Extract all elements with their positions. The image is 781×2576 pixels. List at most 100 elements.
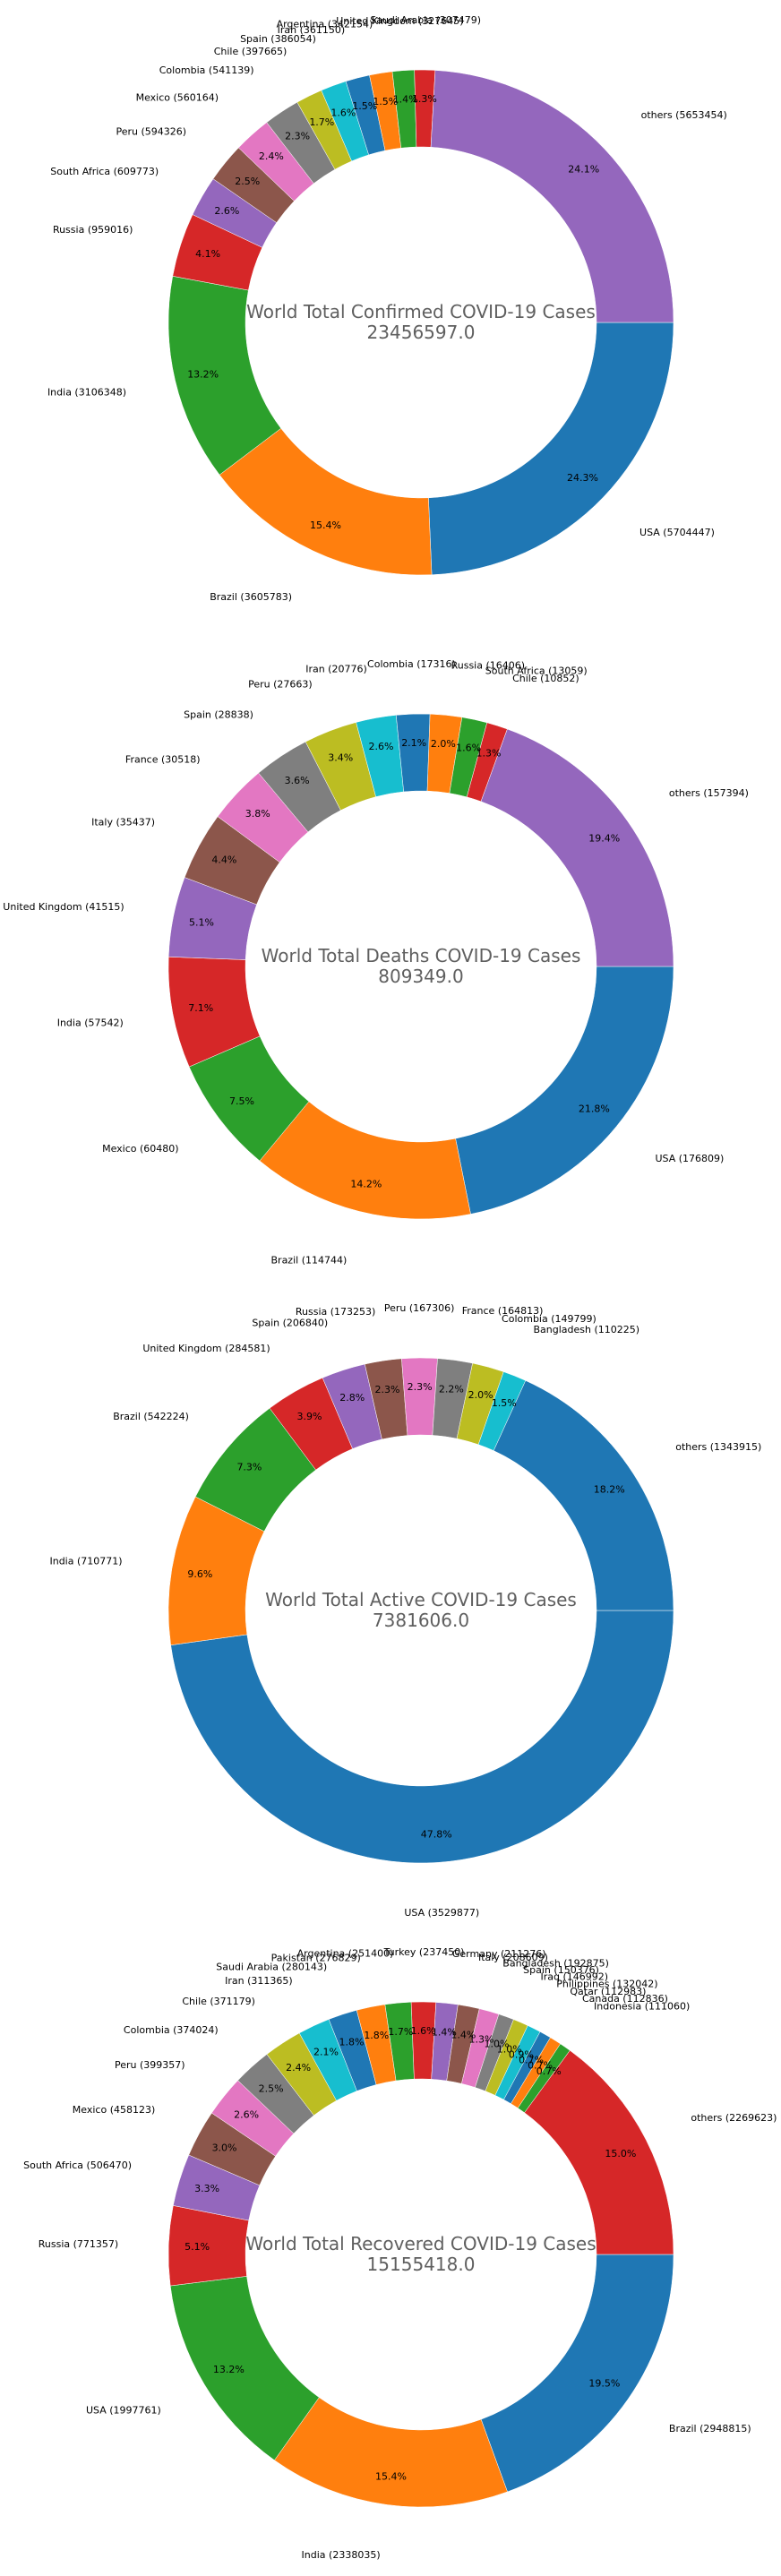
slice-brazil [480, 2254, 674, 2493]
category-label-russia: Russia (173253) [296, 1306, 375, 1318]
category-label-bangladesh: Bangladesh (192875) [502, 1958, 609, 1970]
category-label-italy: Italy (35437) [91, 817, 155, 829]
slice-others [430, 70, 674, 323]
active-title: World Total Active COVID-19 Cases [265, 1589, 577, 1610]
category-label-peru: Peru (594326) [116, 125, 186, 137]
pct-label-colombia: 2.3% [285, 131, 310, 142]
pct-label-brazil: 19.5% [588, 2377, 620, 2389]
category-label-france: France (30518) [125, 754, 201, 766]
category-label-colombia: Colombia (149799) [502, 1313, 596, 1325]
category-label-usa: USA (3529877) [404, 1907, 479, 1919]
pct-label-mexico: 7.5% [229, 1095, 254, 1107]
category-label-brazil: Brazil (114744) [271, 1255, 348, 1267]
category-label-colombia: Colombia (17316) [367, 658, 456, 670]
category-label-qatar: Qatar (112983) [570, 1986, 646, 1997]
category-label-south-africa: South Africa (13059) [485, 665, 588, 677]
deaths-title: World Total Deaths COVID-19 Cases [262, 945, 581, 966]
pct-label-india: 9.6% [187, 1568, 212, 1580]
pct-label-russia: 2.0% [431, 738, 456, 750]
category-label-india: India (57542) [57, 1017, 124, 1028]
category-label-brazil: Brazil (2948815) [669, 2423, 751, 2434]
pct-label-colombia: 2.0% [468, 1389, 493, 1401]
pct-label-mexico: 2.4% [259, 150, 284, 162]
pct-label-others: 24.1% [568, 163, 599, 175]
pct-label-united-kingdom: 5.1% [189, 917, 214, 929]
pct-label-peru: 2.6% [234, 2108, 259, 2120]
pct-label-brazil: 14.2% [350, 1178, 382, 1189]
category-label-peru: Peru (27663) [248, 679, 313, 691]
pct-label-others: 19.4% [588, 833, 620, 845]
category-label-philippines: Philippines (132042) [556, 1979, 657, 1990]
category-label-south-africa: South Africa (506470) [23, 2160, 132, 2171]
category-label-iran: Iran (311365) [225, 1975, 293, 1987]
pct-label-colombia: 2.5% [259, 2082, 284, 2094]
category-label-spain: Spain (206840) [252, 1317, 328, 1328]
pct-label-turkey: 1.6% [411, 2025, 436, 2037]
slice-india [274, 2397, 508, 2508]
pct-label-indonesia: 0.7% [536, 2065, 562, 2077]
category-label-india: India (710771) [49, 1556, 122, 1567]
chart-confirmed: World Total Confirmed COVID-19 Cases 234… [47, 14, 727, 603]
category-label-south-africa: South Africa (609773) [50, 166, 159, 177]
pct-label-bangladesh: 1.3% [469, 2033, 494, 2045]
category-label-indonesia: Indonesia (111060) [594, 2001, 690, 2013]
pct-label-usa: 21.8% [579, 1103, 610, 1114]
category-label-argentina: Argentina (251400) [297, 1947, 394, 1959]
category-label-chile: Chile (10852) [512, 673, 579, 684]
pct-label-bangladesh: 1.5% [492, 1397, 517, 1409]
category-label-spain: Spain (150376) [523, 1964, 599, 1976]
pct-label-argentina: 1.7% [388, 2026, 413, 2038]
pct-label-france: 2.2% [439, 1383, 464, 1395]
pct-label-india: 13.2% [187, 368, 219, 380]
pct-label-canada: 0.7% [528, 2059, 553, 2071]
category-label-spain: Spain (386054) [240, 33, 316, 45]
pct-label-france: 3.8% [245, 808, 270, 820]
category-label-russia: Russia (771357) [39, 2238, 118, 2250]
pct-label-argentina: 1.5% [373, 96, 398, 107]
category-label-iran: Iran (20776) [305, 663, 367, 674]
category-label-pakistan: Pakistan (276829) [271, 1953, 361, 1964]
pct-label-russia: 5.1% [185, 2241, 210, 2253]
slice-usa [170, 1610, 674, 1864]
slice-others [493, 1380, 674, 1611]
pct-label-south-africa: 2.6% [214, 205, 239, 217]
pct-label-pakistan: 1.8% [364, 2030, 389, 2041]
pct-label-iran: 2.6% [368, 741, 393, 752]
pct-label-germany: 1.4% [432, 2026, 457, 2038]
pct-label-iraq: 1.0% [497, 2043, 522, 2055]
category-label-others: others (1343915) [675, 1441, 761, 1453]
category-label-brazil: Brazil (3605783) [210, 591, 292, 603]
category-label-india: India (2338035) [302, 2549, 381, 2561]
category-label-others: others (2269623) [691, 2112, 777, 2124]
slice-others [524, 2049, 674, 2255]
pct-label-saudi-arabia: 1.3% [412, 93, 437, 105]
category-label-canada: Canada (112836) [582, 1993, 668, 2005]
pct-label-spain: 1.6% [330, 107, 356, 118]
pct-label-chile: 1.3% [476, 748, 502, 760]
pct-label-brazil: 15.4% [310, 519, 341, 531]
confirmed-title: World Total Confirmed COVID-19 Cases [246, 301, 596, 322]
category-label-russia: Russia (16406) [451, 660, 525, 672]
pct-label-spain: 2.8% [339, 1392, 365, 1404]
category-label-chile: Chile (397665) [214, 46, 288, 57]
category-label-iraq: Iraq (146992) [541, 1971, 609, 1982]
recovered-title: World Total Recovered COVID-19 Cases [245, 2233, 596, 2254]
category-label-usa: USA (1997761) [86, 2404, 161, 2416]
pct-label-saudi-arabia: 1.8% [339, 2036, 364, 2048]
category-label-peru: Peru (399357) [115, 2059, 185, 2071]
category-label-chile: Chile (371179) [182, 1996, 255, 2007]
slice-usa [455, 966, 674, 1215]
pct-label-usa: 24.3% [567, 472, 598, 484]
chart-deaths: World Total Deaths COVID-19 Cases 809349… [3, 658, 749, 1267]
pct-label-chile: 1.7% [309, 116, 334, 128]
pct-label-usa: 13.2% [213, 2364, 245, 2375]
pct-label-south-africa: 3.3% [194, 2183, 219, 2194]
category-label-mexico: Mexico (60480) [102, 1143, 178, 1155]
category-label-others: others (5653454) [641, 109, 727, 121]
category-label-colombia: Colombia (541139) [159, 64, 254, 76]
confirmed-total: 23456597.0 [367, 322, 476, 343]
pct-label-mexico: 3.0% [212, 2142, 237, 2153]
category-label-united-kingdom: United Kingdom (284581) [142, 1343, 270, 1354]
category-label-bangladesh: Bangladesh (110225) [533, 1324, 639, 1335]
category-label-united-kingdom: United Kingdom (327645) [336, 15, 463, 27]
